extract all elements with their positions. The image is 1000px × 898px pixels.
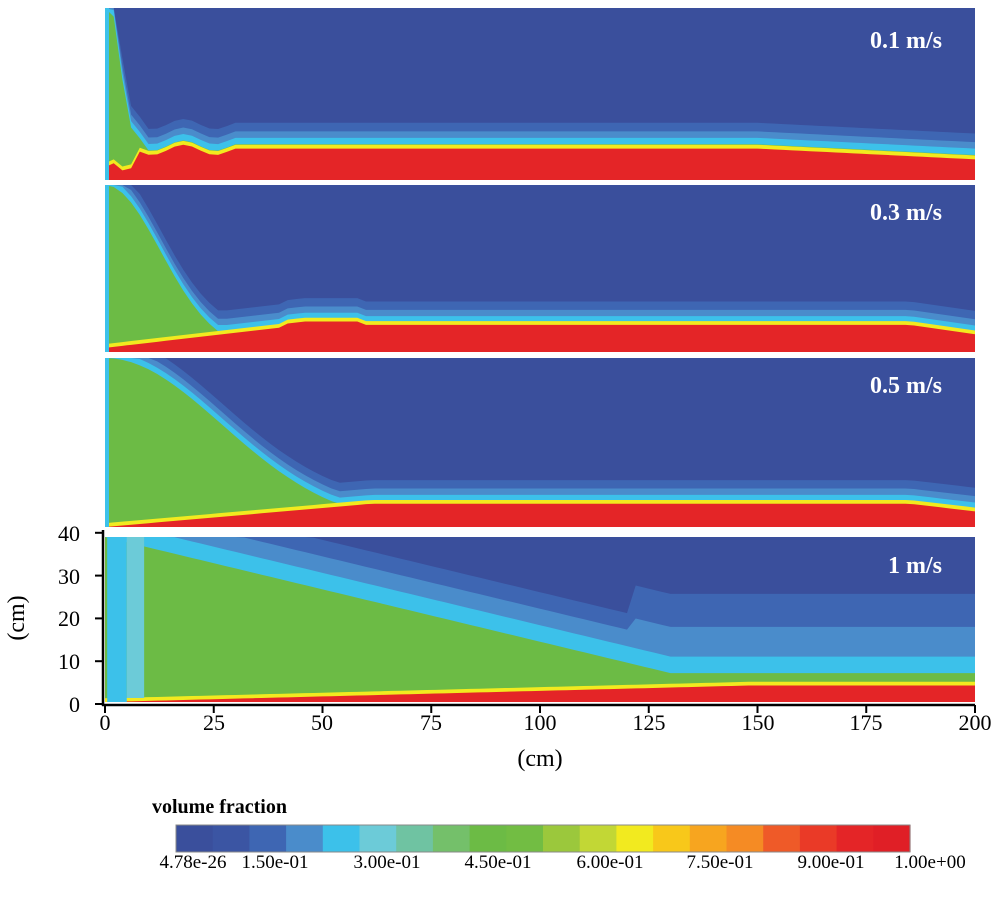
panel-separator xyxy=(105,352,975,357)
inlet-band xyxy=(107,537,127,702)
colorbar-segment xyxy=(322,825,361,852)
colorbar-segment xyxy=(689,825,728,852)
colorbar-segment xyxy=(543,825,581,852)
interface-band xyxy=(105,499,975,527)
colorbar-segment xyxy=(873,825,911,852)
colorbar-border xyxy=(175,824,911,853)
colorbar-segment xyxy=(653,825,691,852)
plume-region xyxy=(105,358,975,527)
colorbar-segment xyxy=(506,825,544,852)
colorbar-segment xyxy=(836,825,874,852)
inlet-band xyxy=(105,185,109,352)
inlet-band xyxy=(105,358,109,527)
colorbar-segment xyxy=(359,825,397,852)
contour-band xyxy=(105,358,975,527)
plume-region xyxy=(105,185,975,348)
colorbar-segment xyxy=(469,825,507,852)
sediment-layer xyxy=(105,685,975,702)
panel-separator xyxy=(105,180,975,185)
colorbar-segment xyxy=(579,825,617,852)
colorbar-segment xyxy=(249,825,287,852)
inlet-band xyxy=(105,8,109,180)
colorbar-segment xyxy=(799,825,838,852)
colorbar-segment xyxy=(616,825,654,852)
colorbar-segment xyxy=(726,825,764,852)
interface-band xyxy=(105,140,975,172)
colorbar-segment xyxy=(396,825,434,852)
sediment-layer xyxy=(105,321,975,352)
sediment-layer xyxy=(105,144,975,180)
plume-region xyxy=(105,537,975,702)
inlet-band xyxy=(126,537,145,698)
panel-separator xyxy=(105,527,975,532)
sediment-layer xyxy=(105,503,975,527)
contour-band xyxy=(105,185,975,348)
colorbar-segment xyxy=(763,825,801,852)
colorbar-segment xyxy=(286,825,324,852)
colorbar-segment xyxy=(212,825,250,852)
colorbar-segment xyxy=(176,825,214,852)
contour-band xyxy=(105,8,975,171)
colorbar-segment xyxy=(432,825,471,852)
